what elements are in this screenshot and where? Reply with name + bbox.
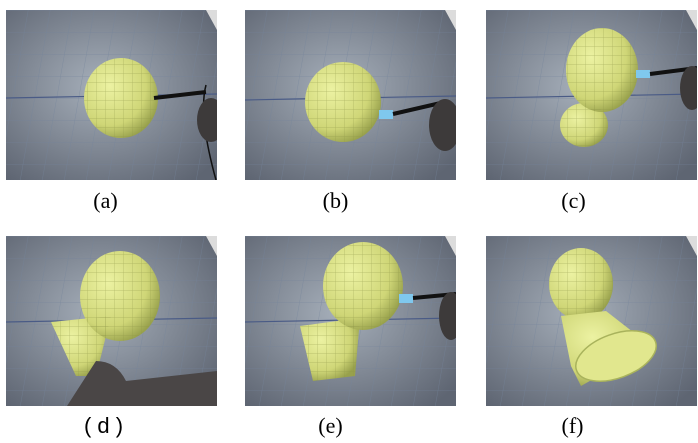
- caption-a: (a): [93, 188, 118, 213]
- photo-panel-f: [486, 236, 697, 406]
- hand-icon: [429, 99, 456, 151]
- photo-panel-e: [245, 236, 456, 406]
- mesh-object-icon: [549, 248, 657, 386]
- caption-d: ( d ): [83, 413, 124, 438]
- hand-icon: [439, 292, 456, 340]
- hand-icon: [197, 98, 217, 142]
- mesh-object-icon: [84, 58, 158, 138]
- mesh-object-icon: [51, 251, 160, 376]
- mesh-object-icon: [560, 28, 638, 147]
- hand-icon: [67, 361, 217, 406]
- hand-icon: [680, 66, 697, 110]
- photo-panel-d: [6, 236, 217, 406]
- caption-b: (b): [322, 188, 349, 213]
- photo-panel-b: [245, 10, 456, 180]
- photo-panel-a: [6, 10, 217, 180]
- mesh-object-icon: [300, 242, 403, 381]
- caption-f: (f): [561, 413, 584, 438]
- photo-panel-c: [486, 10, 697, 180]
- mesh-object-icon: [305, 62, 381, 142]
- caption-c: (c): [561, 188, 586, 213]
- caption-e: (e): [318, 413, 343, 438]
